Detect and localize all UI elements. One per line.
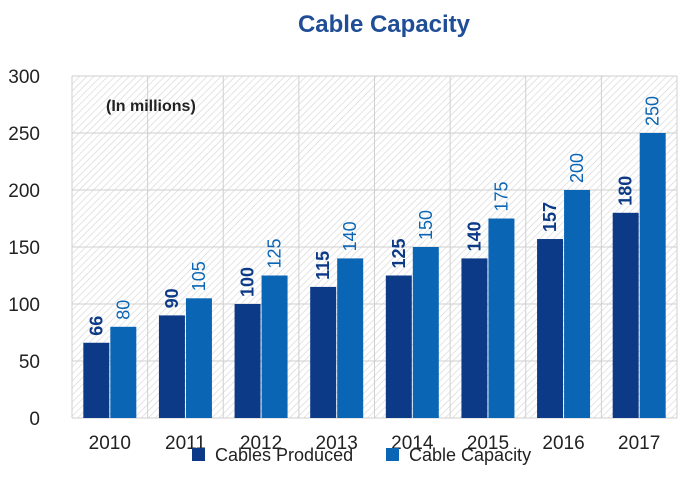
bar-cable-capacity-2012 xyxy=(261,275,288,418)
data-label-cables-produced-2010: 66 xyxy=(86,316,106,336)
data-label-cables-produced-2012: 100 xyxy=(238,267,258,297)
bar-cables-produced-2015 xyxy=(461,258,488,418)
y-tick-label-200: 200 xyxy=(8,181,40,202)
y-tick-label-250: 250 xyxy=(8,124,40,145)
data-label-cable-capacity-2016: 200 xyxy=(567,153,587,183)
data-label-cables-produced-2015: 140 xyxy=(464,221,484,251)
x-tick-label-2012: 2012 xyxy=(240,433,282,454)
x-tick-label-2014: 2014 xyxy=(391,433,434,454)
y-tick-label-300: 300 xyxy=(8,67,40,88)
data-label-cables-produced-2017: 180 xyxy=(616,176,636,206)
bar-cables-produced-2010 xyxy=(83,342,110,418)
data-label-cable-capacity-2015: 175 xyxy=(491,181,511,211)
data-label-cables-produced-2011: 90 xyxy=(162,288,182,308)
bar-cables-produced-2017 xyxy=(612,212,639,418)
bar-cable-capacity-2010 xyxy=(110,326,137,418)
chart-title: Cable Capacity xyxy=(298,11,471,38)
x-tick-label-2015: 2015 xyxy=(467,433,509,454)
y-tick-label-50: 50 xyxy=(19,352,40,373)
grid-lines xyxy=(71,75,678,419)
legend-swatch-cable-capacity xyxy=(386,448,399,461)
x-tick-label-2013: 2013 xyxy=(316,433,358,454)
y-tick-label-100: 100 xyxy=(8,295,40,316)
data-label-cables-produced-2014: 125 xyxy=(389,238,409,268)
x-tick-label-2017: 2017 xyxy=(618,433,660,454)
bar-cable-capacity-2015 xyxy=(488,218,515,418)
bar-cable-capacity-2017 xyxy=(639,133,666,418)
legend: Cables Produced Cable Capacity xyxy=(192,445,531,465)
bar-cable-capacity-2014 xyxy=(412,247,439,418)
bar-cables-produced-2012 xyxy=(234,304,261,418)
y-tick-label-0: 0 xyxy=(29,409,40,430)
bar-cables-produced-2013 xyxy=(310,286,337,418)
bar-cable-capacity-2013 xyxy=(337,258,364,418)
x-tick-label-2016: 2016 xyxy=(542,433,584,454)
data-label-cable-capacity-2012: 125 xyxy=(265,238,285,268)
bar-cables-produced-2016 xyxy=(537,239,564,418)
x-axis-ticks: 2010 2011 2012 2013 2014 2015 2016 2017 xyxy=(89,433,661,454)
bar-cable-capacity-2016 xyxy=(564,190,591,418)
data-labels: 66 80 90 105 100 125 115 140 125 150 140 175 157 200 1… xyxy=(86,96,662,336)
data-label-cable-capacity-2010: 80 xyxy=(113,300,133,320)
legend-swatch-cables-produced xyxy=(192,448,205,461)
data-label-cable-capacity-2011: 105 xyxy=(189,261,209,291)
data-label-cable-capacity-2013: 140 xyxy=(340,221,360,251)
legend-label-cables-produced: Cables Produced xyxy=(215,445,353,465)
data-label-cable-capacity-2017: 250 xyxy=(643,96,663,126)
data-label-cable-capacity-2014: 150 xyxy=(416,210,436,240)
x-tick-label-2010: 2010 xyxy=(89,433,131,454)
bar-cables-produced-2011 xyxy=(158,315,185,418)
bars xyxy=(83,133,666,418)
y-axis-ticks: 0 50 100 150 200 250 300 xyxy=(8,67,40,430)
bar-cable-capacity-2011 xyxy=(185,298,212,418)
data-label-cables-produced-2013: 115 xyxy=(313,251,333,280)
legend-label-cable-capacity: Cable Capacity xyxy=(409,445,531,465)
unit-annotation: (In millions) xyxy=(106,98,196,115)
y-tick-label-150: 150 xyxy=(8,238,40,259)
bar-cables-produced-2014 xyxy=(385,275,412,418)
data-label-cables-produced-2016: 157 xyxy=(540,202,560,232)
